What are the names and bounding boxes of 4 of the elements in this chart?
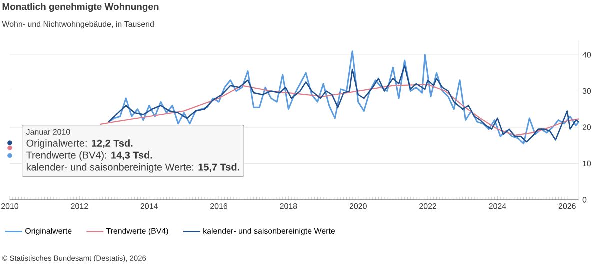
chart-title: Monatlich genehmigte Wohnungen — [2, 3, 159, 12]
annotation: Trendwerte (BV4): 14,3 Tsd. — [26, 152, 152, 161]
annotation: kalender- und saisonbereinigte Werte: 15,7 Tsd. — [26, 164, 240, 173]
annotation: Originalwerte: 12,2 Tsd. — [26, 140, 133, 149]
